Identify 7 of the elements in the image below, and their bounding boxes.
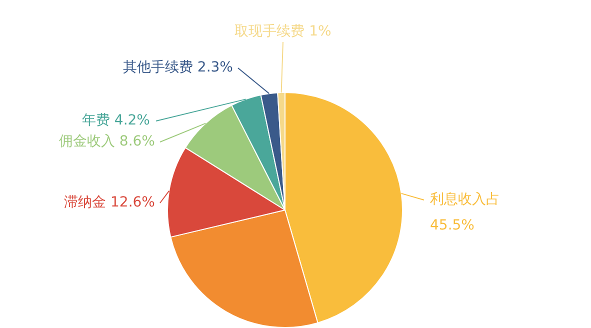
slice-label: 滞纳金 12.6% (64, 194, 155, 211)
slice-label: 年费 4.2% (82, 112, 150, 129)
slice-label: 佣金收入 8.6% (58, 134, 155, 150)
slice-label: 取现手续费 1% (234, 24, 332, 40)
slice-label: 其他手续费 2.3% (122, 60, 233, 76)
slice-label: 利息收入占 (430, 192, 500, 208)
data-label: 45.5% (430, 218, 474, 234)
